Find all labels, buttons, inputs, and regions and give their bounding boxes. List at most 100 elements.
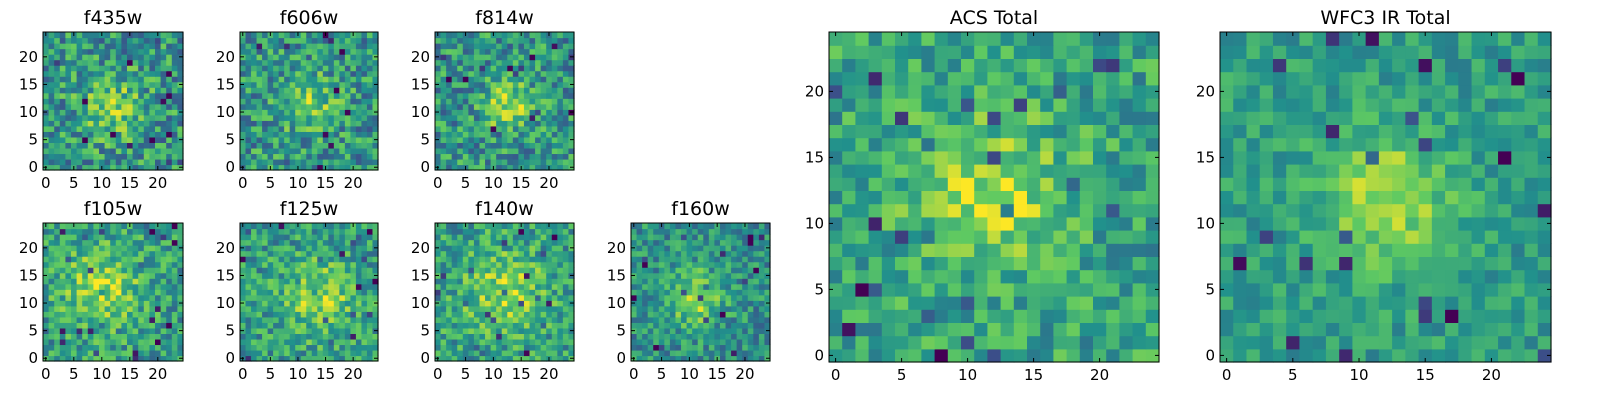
heatmap-cell <box>273 261 280 268</box>
heatmap-cell <box>440 322 447 329</box>
heatmap-cell <box>339 125 346 132</box>
heatmap-cell <box>295 54 302 61</box>
heatmap-cell <box>333 37 340 44</box>
heatmap-cell <box>138 283 145 290</box>
heatmap-cell <box>435 142 442 149</box>
heatmap-cell <box>166 147 173 155</box>
heatmap-cell <box>501 92 508 99</box>
heatmap-cell <box>366 70 374 77</box>
heatmap-cell <box>496 114 503 121</box>
heatmap-cell <box>1053 243 1068 257</box>
heatmap-cell <box>372 349 379 357</box>
heatmap-cell <box>921 177 936 191</box>
heatmap-cell <box>160 109 167 116</box>
x-tick-label: 0 <box>41 365 51 383</box>
heatmap-cell <box>278 48 285 55</box>
heatmap-cell <box>446 333 453 340</box>
heatmap-cell <box>961 256 975 271</box>
heatmap-cell <box>562 59 570 66</box>
heatmap-cell <box>758 305 766 312</box>
heatmap-cell <box>245 333 252 340</box>
heatmap-cell <box>160 289 167 296</box>
heatmap-cell <box>366 250 374 257</box>
heatmap-cell <box>171 338 178 346</box>
heatmap-cell <box>289 65 296 72</box>
heatmap-cell <box>127 261 134 268</box>
heatmap-cell <box>132 76 139 83</box>
heatmap-cell <box>251 283 258 290</box>
heatmap-cell <box>251 114 258 121</box>
heatmap-cell <box>48 311 55 318</box>
heatmap-cell <box>110 239 117 246</box>
heatmap-cell <box>557 278 564 285</box>
heatmap-cell <box>317 142 324 149</box>
heatmap-cell <box>512 267 519 274</box>
heatmap-cell <box>155 70 162 77</box>
heatmap-cell <box>518 125 525 132</box>
heatmap-cell <box>149 267 156 274</box>
heatmap-cell <box>1093 296 1107 310</box>
heatmap-cell <box>361 87 368 94</box>
heatmap-cell <box>507 158 514 166</box>
heatmap-cell <box>149 300 156 307</box>
heatmap-cell <box>479 311 486 318</box>
heatmap-cell <box>535 300 542 307</box>
heatmap-cell <box>121 349 128 357</box>
heatmap-cell <box>99 300 106 307</box>
heatmap-cell <box>256 54 263 61</box>
heatmap-cell <box>171 311 178 318</box>
heatmap-cell <box>440 125 447 132</box>
heatmap-cell <box>54 37 61 44</box>
heatmap-cell <box>93 300 100 307</box>
heatmap-cell <box>121 267 128 274</box>
heatmap-cell <box>110 234 117 241</box>
heatmap-cell <box>65 234 72 241</box>
heatmap-cell <box>496 158 503 166</box>
heatmap-cell <box>104 283 111 290</box>
heatmap-cell <box>440 48 447 55</box>
heatmap-cell <box>284 228 291 235</box>
heatmap-cell <box>664 239 671 246</box>
heatmap-cell <box>372 234 379 241</box>
heatmap-cell <box>512 355 519 362</box>
heatmap-cell <box>490 81 497 88</box>
heatmap-cell <box>758 355 766 362</box>
heatmap-cell <box>267 349 274 357</box>
heatmap-cell <box>681 316 688 323</box>
heatmap-cell <box>714 228 721 235</box>
heatmap-cell <box>110 300 117 307</box>
heatmap-cell <box>328 289 335 296</box>
heatmap-cell <box>355 87 363 94</box>
heatmap-cell <box>355 81 363 88</box>
heatmap-cell <box>490 142 497 149</box>
heatmap-cell <box>121 65 128 72</box>
heatmap-cell <box>160 103 167 110</box>
heatmap-cell <box>295 267 302 274</box>
heatmap-cell <box>540 147 547 155</box>
heatmap-cell <box>675 250 682 257</box>
heatmap-cell <box>54 70 61 77</box>
heatmap-cell <box>71 283 78 290</box>
heatmap-cell <box>262 223 269 230</box>
heatmap-cell <box>155 131 162 138</box>
heatmap-cell <box>753 223 760 230</box>
heatmap-cell <box>143 327 150 334</box>
heatmap-cell <box>87 59 94 66</box>
heatmap-cell <box>82 327 89 334</box>
heatmap-cell <box>93 267 100 274</box>
heatmap-cell <box>121 81 128 88</box>
heatmap-cell <box>921 256 936 271</box>
heatmap-cell <box>138 158 145 166</box>
heatmap-cell <box>535 37 542 44</box>
heatmap-cell <box>317 76 324 83</box>
heatmap-cell <box>289 316 296 323</box>
heatmap-cell <box>753 300 760 307</box>
heatmap-cell <box>132 272 139 279</box>
heatmap-cell <box>132 228 139 235</box>
heatmap-cell <box>289 234 296 241</box>
x-tick-label: 5 <box>266 365 276 383</box>
heatmap-cell <box>473 120 481 127</box>
heatmap-cell <box>82 48 89 55</box>
heatmap-cell <box>731 245 738 252</box>
heatmap-cell <box>568 278 575 285</box>
